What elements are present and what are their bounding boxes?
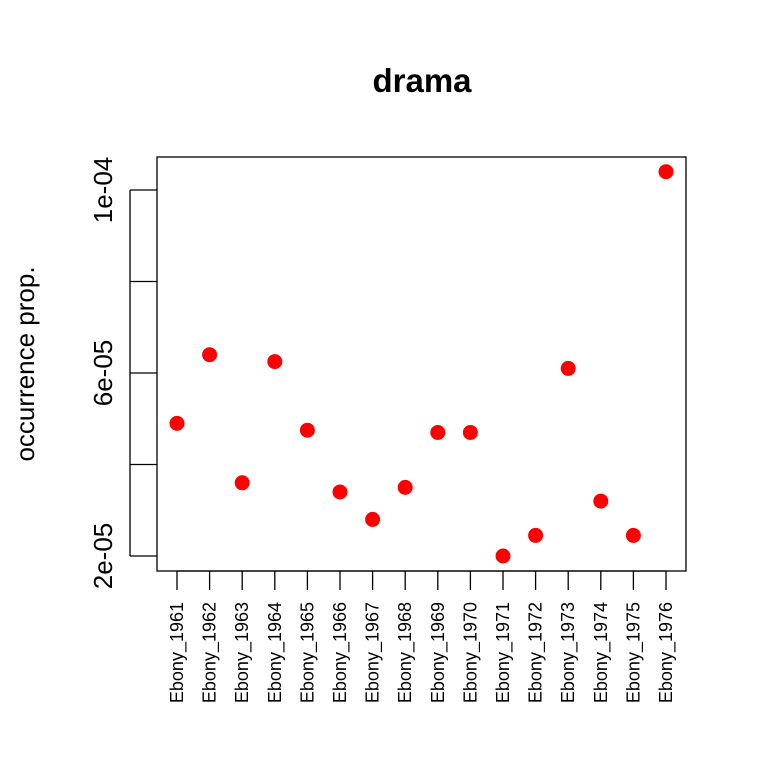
x-tick-label: Ebony_1961 <box>167 602 188 703</box>
x-tick-label: Ebony_1976 <box>656 602 677 703</box>
data-point <box>202 347 218 363</box>
data-point <box>462 424 478 440</box>
x-tick-label: Ebony_1975 <box>623 602 644 703</box>
data-point <box>625 527 641 543</box>
x-tick-label: Ebony_1963 <box>232 602 253 703</box>
data-points <box>169 164 674 564</box>
data-point <box>267 354 283 370</box>
data-point <box>332 484 348 500</box>
data-point <box>528 527 544 543</box>
data-point <box>365 511 381 527</box>
x-tick-label: Ebony_1969 <box>428 602 449 703</box>
data-point <box>658 164 674 180</box>
x-axis: Ebony_1961 Ebony_1962 Ebony_1963 Ebony_1964… <box>167 570 677 703</box>
y-tick-label: 6e-05 <box>88 340 118 407</box>
x-tick-label: Ebony_1972 <box>526 602 547 703</box>
x-tick-label: Ebony_1971 <box>493 602 514 703</box>
x-tick-label: Ebony_1968 <box>395 602 416 703</box>
x-tick-label: Ebony_1965 <box>297 602 318 703</box>
chart-title: drama <box>372 62 472 99</box>
x-tick-label: Ebony_1966 <box>330 602 351 703</box>
data-point <box>495 548 511 564</box>
y-tick-label: 1e-04 <box>88 157 118 224</box>
data-point <box>169 415 185 431</box>
data-point <box>593 493 609 509</box>
data-point <box>234 475 250 491</box>
x-tick-label: Ebony_1967 <box>363 602 384 703</box>
x-tick-label: Ebony_1973 <box>558 602 579 703</box>
x-tick-label: Ebony_1964 <box>265 602 286 703</box>
x-tick-label: Ebony_1974 <box>591 602 612 703</box>
y-tick-label: 2e-05 <box>88 523 118 590</box>
x-tick-label: Ebony_1962 <box>200 602 221 703</box>
data-point <box>397 479 413 495</box>
plot-frame <box>156 156 687 572</box>
data-point <box>430 424 446 440</box>
x-tick-label: Ebony_1970 <box>460 602 481 703</box>
data-point <box>560 360 576 376</box>
data-point <box>299 422 315 438</box>
y-axis: 2e-05 6e-05 1e-04 <box>88 157 157 590</box>
y-axis-label: occurrence prop. <box>10 266 40 461</box>
